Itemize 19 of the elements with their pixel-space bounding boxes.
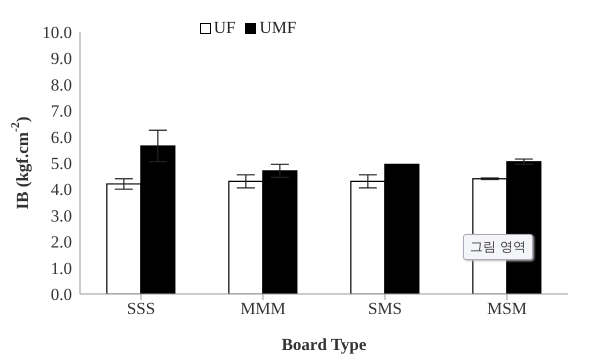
x-tick-label: SSS xyxy=(126,299,156,318)
y-tick-label: 0.0 xyxy=(50,285,72,304)
y-tick-label: 3.0 xyxy=(50,206,72,226)
legend-label: UMF xyxy=(259,18,296,38)
y-tick-label: 9.0 xyxy=(50,49,72,68)
y-tick-label: 7.0 xyxy=(50,102,72,121)
x-tick-label: MMM xyxy=(240,299,286,318)
y-tick-label: 10.0 xyxy=(42,23,72,42)
legend-label: UF xyxy=(214,18,236,38)
y-tick-label: 4.0 xyxy=(50,180,72,200)
y-tick-label: 1.0 xyxy=(50,258,72,278)
x-axis-title: Board Type xyxy=(282,335,367,354)
y-tick-label: 2.0 xyxy=(50,232,72,252)
x-tick-label: MSM xyxy=(487,299,527,318)
x-tick-label: SMS xyxy=(368,299,402,318)
annotation: 그림 영역 xyxy=(463,234,534,260)
y-tick-label: 6.0 xyxy=(50,128,72,147)
y-tick-label: 5.0 xyxy=(50,154,72,174)
y-tick-label: 8.0 xyxy=(50,75,72,94)
